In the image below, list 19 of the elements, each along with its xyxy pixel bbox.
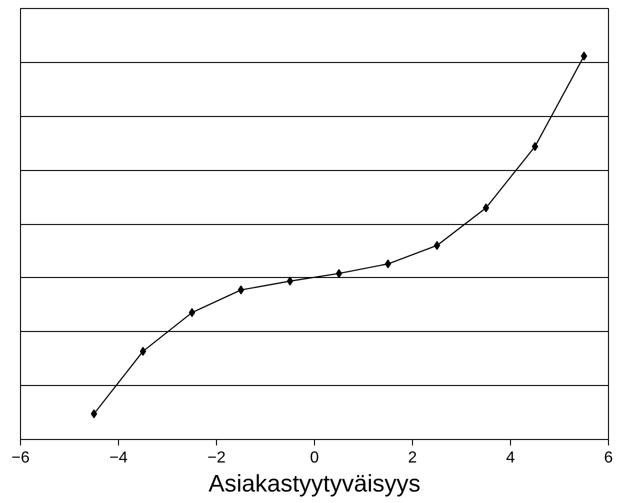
point [482, 203, 490, 212]
point [238, 285, 244, 294]
x-tick-label: 0 [310, 450, 320, 466]
point [188, 308, 196, 318]
point [336, 268, 342, 278]
point [140, 346, 146, 356]
point [286, 276, 294, 286]
x-tick-label: −2 [207, 450, 226, 466]
point [532, 142, 538, 152]
x-tick-label: −4 [109, 450, 128, 466]
x-tick-label: 2 [408, 450, 418, 466]
x-axis-title: Asiakastyytyväisyys [208, 470, 421, 498]
point [580, 52, 588, 61]
point [434, 240, 440, 250]
x-tick-label: 4 [506, 450, 516, 466]
point [90, 409, 98, 418]
point [384, 259, 392, 268]
x-tick-label: −6 [11, 450, 30, 466]
x-tick-label: 6 [604, 450, 614, 466]
